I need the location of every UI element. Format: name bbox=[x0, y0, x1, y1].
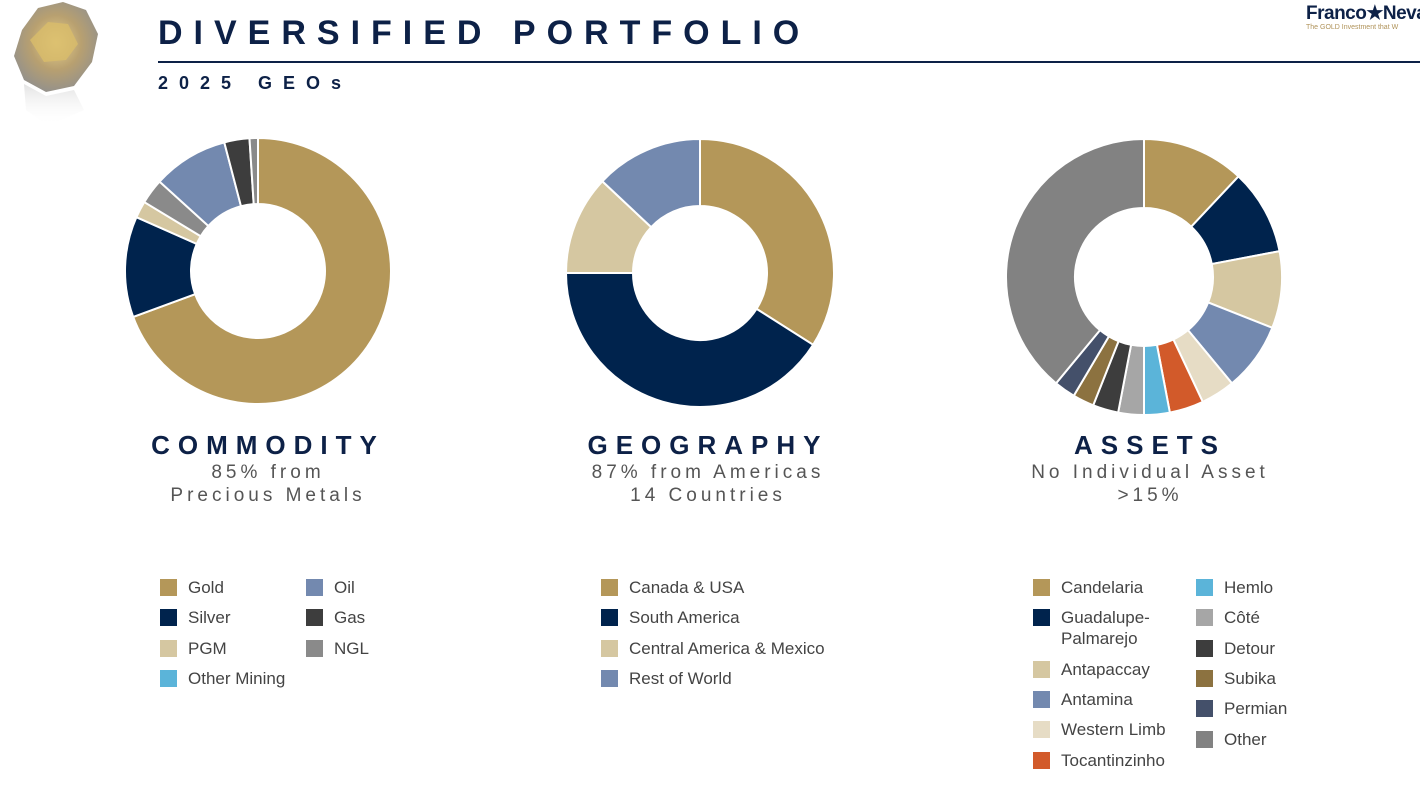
legend-label: Other Mining bbox=[188, 669, 286, 688]
legend-label: Oil bbox=[334, 578, 355, 597]
logo-tagline: The GOLD Investment that W bbox=[1306, 24, 1399, 31]
legend-label: Guadalupe- Palmarejo bbox=[1061, 608, 1150, 648]
assets-legend-item-hemlo: Hemlo bbox=[1196, 577, 1273, 598]
slice-other bbox=[248, 136, 259, 206]
assets-legend-item-detour: Detour bbox=[1196, 638, 1275, 659]
legend-label: Permian bbox=[1224, 699, 1288, 718]
legend-label: Tocantinzinho bbox=[1061, 751, 1165, 770]
geography-legend-item-central-america-mexico: Central America & Mexico bbox=[601, 638, 825, 659]
legend-swatch bbox=[160, 579, 177, 596]
legend-swatch bbox=[160, 640, 177, 657]
legend-label: NGL bbox=[334, 639, 369, 658]
legend-label: Subika bbox=[1224, 669, 1276, 688]
geography-donut-chart bbox=[564, 137, 836, 409]
legend-swatch bbox=[1196, 731, 1213, 748]
legend-label: South America bbox=[629, 608, 740, 627]
commodity-legend-item-other-mining: Other Mining bbox=[160, 668, 285, 689]
assets-legend-item-c-t: Côté bbox=[1196, 607, 1260, 628]
legend-label: Antapaccay bbox=[1061, 660, 1150, 679]
assets-subtitle-line1: No Individual Asset bbox=[1031, 462, 1269, 483]
slice-other bbox=[1005, 137, 1145, 385]
commodity-legend-item-pgm: PGM bbox=[160, 638, 227, 659]
legend-swatch bbox=[1033, 721, 1050, 738]
company-logo: Franco★Neva The GOLD Investment that W bbox=[1302, 0, 1420, 36]
assets-donut-chart bbox=[1002, 135, 1286, 419]
legend-label: Canada & USA bbox=[629, 578, 745, 597]
assets-legend-item-guadalupe-palmarejo: Guadalupe- Palmarejo bbox=[1033, 607, 1150, 649]
commodity-donut-chart bbox=[122, 135, 394, 407]
slice-canada-usa bbox=[699, 137, 835, 347]
assets-title: ASSETS bbox=[1073, 430, 1227, 460]
legend-label: Central America & Mexico bbox=[629, 639, 825, 658]
legend-swatch bbox=[601, 609, 618, 626]
commodity-subtitle-line2: Precious Metals bbox=[170, 485, 366, 506]
legend-swatch bbox=[1196, 700, 1213, 717]
geography-legend-item-rest-of-world: Rest of World bbox=[601, 668, 732, 689]
legend-label: Other bbox=[1224, 730, 1267, 749]
legend-swatch bbox=[1196, 640, 1213, 657]
legend-swatch bbox=[601, 640, 618, 657]
commodity-legend-item-gas: Gas bbox=[306, 607, 365, 628]
gold-nugget-image bbox=[8, 0, 104, 130]
legend-label: Gold bbox=[188, 578, 224, 597]
assets-legend-item-subika: Subika bbox=[1196, 668, 1276, 689]
commodity-legend-item-gold: Gold bbox=[160, 577, 224, 598]
legend-label: PGM bbox=[188, 639, 227, 658]
legend-swatch bbox=[1033, 609, 1050, 626]
logo-wordmark: Franco★Neva bbox=[1306, 3, 1420, 24]
assets-legend-item-antapaccay: Antapaccay bbox=[1033, 659, 1150, 680]
legend-label: Silver bbox=[188, 608, 231, 627]
legend-swatch bbox=[1033, 752, 1050, 769]
legend-swatch bbox=[1033, 579, 1050, 596]
geography-donut-svg bbox=[564, 137, 835, 408]
commodity-legend-item-ngl: NGL bbox=[306, 638, 369, 659]
commodity-legend-item-silver: Silver bbox=[160, 607, 231, 628]
legend-swatch bbox=[601, 670, 618, 687]
assets-donut-svg bbox=[1005, 137, 1283, 417]
legend-swatch bbox=[306, 579, 323, 596]
commodity-donut-svg bbox=[124, 136, 392, 405]
assets-legend-item-candelaria: Candelaria bbox=[1033, 577, 1143, 598]
assets-legend-item-permian: Permian bbox=[1196, 698, 1287, 719]
legend-swatch bbox=[1196, 609, 1213, 626]
legend-label: Gas bbox=[334, 608, 366, 627]
page-title: DIVERSIFIED PORTFOLIO bbox=[158, 14, 811, 52]
legend-label: Detour bbox=[1224, 639, 1276, 658]
legend-label: Antamina bbox=[1061, 690, 1133, 709]
legend-swatch bbox=[1033, 661, 1050, 678]
geography-subtitle-line2: 14 Countries bbox=[630, 485, 786, 506]
assets-legend-item-other: Other bbox=[1196, 729, 1267, 750]
legend-swatch bbox=[601, 579, 618, 596]
geography-subtitle-line1: 87% from Americas bbox=[591, 462, 825, 483]
legend-swatch bbox=[306, 609, 323, 626]
page-subtitle: 2025 GEOs bbox=[158, 73, 353, 93]
assets-legend-item-tocantinzinho: Tocantinzinho bbox=[1033, 750, 1165, 771]
slice-south-america bbox=[564, 272, 815, 408]
commodity-title: COMMODITY bbox=[151, 430, 385, 460]
slice-rest-of-world bbox=[600, 137, 701, 229]
commodity-legend-item-oil: Oil bbox=[306, 577, 355, 598]
legend-label: Côté bbox=[1224, 608, 1260, 627]
title-divider bbox=[158, 61, 1420, 63]
legend-swatch bbox=[306, 640, 323, 657]
commodity-subtitle-line1: 85% from bbox=[211, 462, 325, 483]
assets-legend-item-antamina: Antamina bbox=[1033, 689, 1133, 710]
legend-swatch bbox=[1196, 579, 1213, 596]
legend-swatch bbox=[160, 609, 177, 626]
legend-swatch bbox=[1196, 670, 1213, 687]
legend-label: Hemlo bbox=[1224, 578, 1274, 597]
legend-label: Candelaria bbox=[1061, 578, 1144, 597]
legend-swatch bbox=[1033, 691, 1050, 708]
legend-label: Rest of World bbox=[629, 669, 732, 688]
geography-legend-item-south-america: South America bbox=[601, 607, 740, 628]
legend-label: Western Limb bbox=[1061, 720, 1166, 739]
assets-legend-item-western-limb: Western Limb bbox=[1033, 719, 1166, 740]
geography-title: GEOGRAPHY bbox=[587, 430, 829, 460]
geography-legend-item-canada-usa: Canada & USA bbox=[601, 577, 744, 598]
slice-gold bbox=[131, 136, 392, 405]
assets-subtitle-line2: >15% bbox=[1117, 485, 1183, 506]
legend-swatch bbox=[160, 670, 177, 687]
